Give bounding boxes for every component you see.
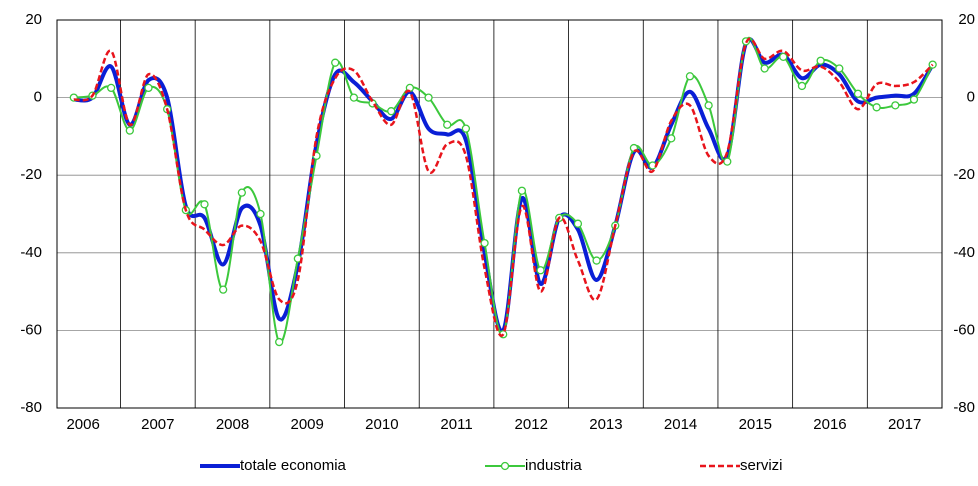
point-marker	[443, 120, 452, 129]
point-marker	[349, 93, 359, 102]
y2-tick-label: -20	[953, 166, 975, 183]
point-marker	[816, 56, 825, 65]
point-marker	[219, 285, 228, 294]
y2-tick-label: -60	[953, 321, 975, 338]
point-marker	[853, 89, 863, 98]
x-tick-label: 2010	[365, 416, 398, 433]
point-marker	[125, 126, 134, 135]
series-line	[73, 37, 934, 338]
point-marker	[387, 107, 396, 116]
y-tick-label: -60	[20, 321, 42, 338]
x-tick-label: 2009	[291, 416, 324, 433]
point-marker	[592, 256, 601, 265]
plot-frame	[56, 19, 943, 409]
y-tick-label: -40	[20, 244, 42, 261]
x-tick-label: 2011	[440, 416, 472, 433]
y-tick-label: -80	[20, 399, 42, 416]
point-marker	[760, 64, 769, 73]
point-marker	[872, 103, 881, 112]
point-marker	[424, 93, 433, 102]
point-marker	[779, 52, 788, 62]
point-marker	[275, 337, 284, 347]
x-tick-label: 2012	[515, 416, 548, 433]
y2-tick-label: 0	[967, 89, 975, 106]
point-marker	[685, 72, 695, 81]
x-tick-label: 2016	[813, 416, 846, 433]
point-marker	[667, 134, 676, 143]
y-tick-label: -20	[20, 166, 42, 183]
point-marker	[909, 95, 919, 104]
point-marker	[517, 186, 527, 195]
x-tick-label: 2015	[739, 416, 772, 433]
point-marker	[573, 219, 583, 228]
point-marker	[200, 200, 209, 209]
point-marker	[835, 64, 844, 73]
x-tick-label: 2007	[141, 416, 174, 433]
legend-marker	[500, 461, 510, 471]
x-tick-label: 2017	[888, 416, 921, 433]
x-tick-label: 2006	[66, 416, 99, 433]
point-marker	[256, 209, 265, 219]
point-marker	[723, 157, 732, 166]
point-marker	[704, 101, 713, 110]
y-tick-label: 0	[34, 89, 42, 106]
point-marker	[797, 81, 807, 91]
y2-tick-label: 20	[958, 11, 975, 28]
point-marker	[461, 124, 471, 133]
point-marker	[237, 188, 246, 197]
point-marker	[144, 83, 153, 93]
legend-label: servizi	[740, 457, 783, 474]
y-tick-label: 20	[25, 11, 42, 28]
point-marker	[106, 83, 116, 93]
y2-tick-label: -40	[953, 244, 975, 261]
point-marker	[480, 238, 489, 248]
legend-label: industria	[525, 457, 582, 474]
y2-tick-label: -80	[953, 399, 975, 416]
x-tick-label: 2014	[664, 416, 697, 433]
x-tick-label: 2008	[216, 416, 249, 433]
point-marker	[536, 266, 545, 275]
point-marker	[331, 58, 340, 67]
x-tick-label: 2013	[589, 416, 622, 433]
point-marker	[891, 101, 900, 110]
legend-label: totale economia	[240, 457, 347, 474]
